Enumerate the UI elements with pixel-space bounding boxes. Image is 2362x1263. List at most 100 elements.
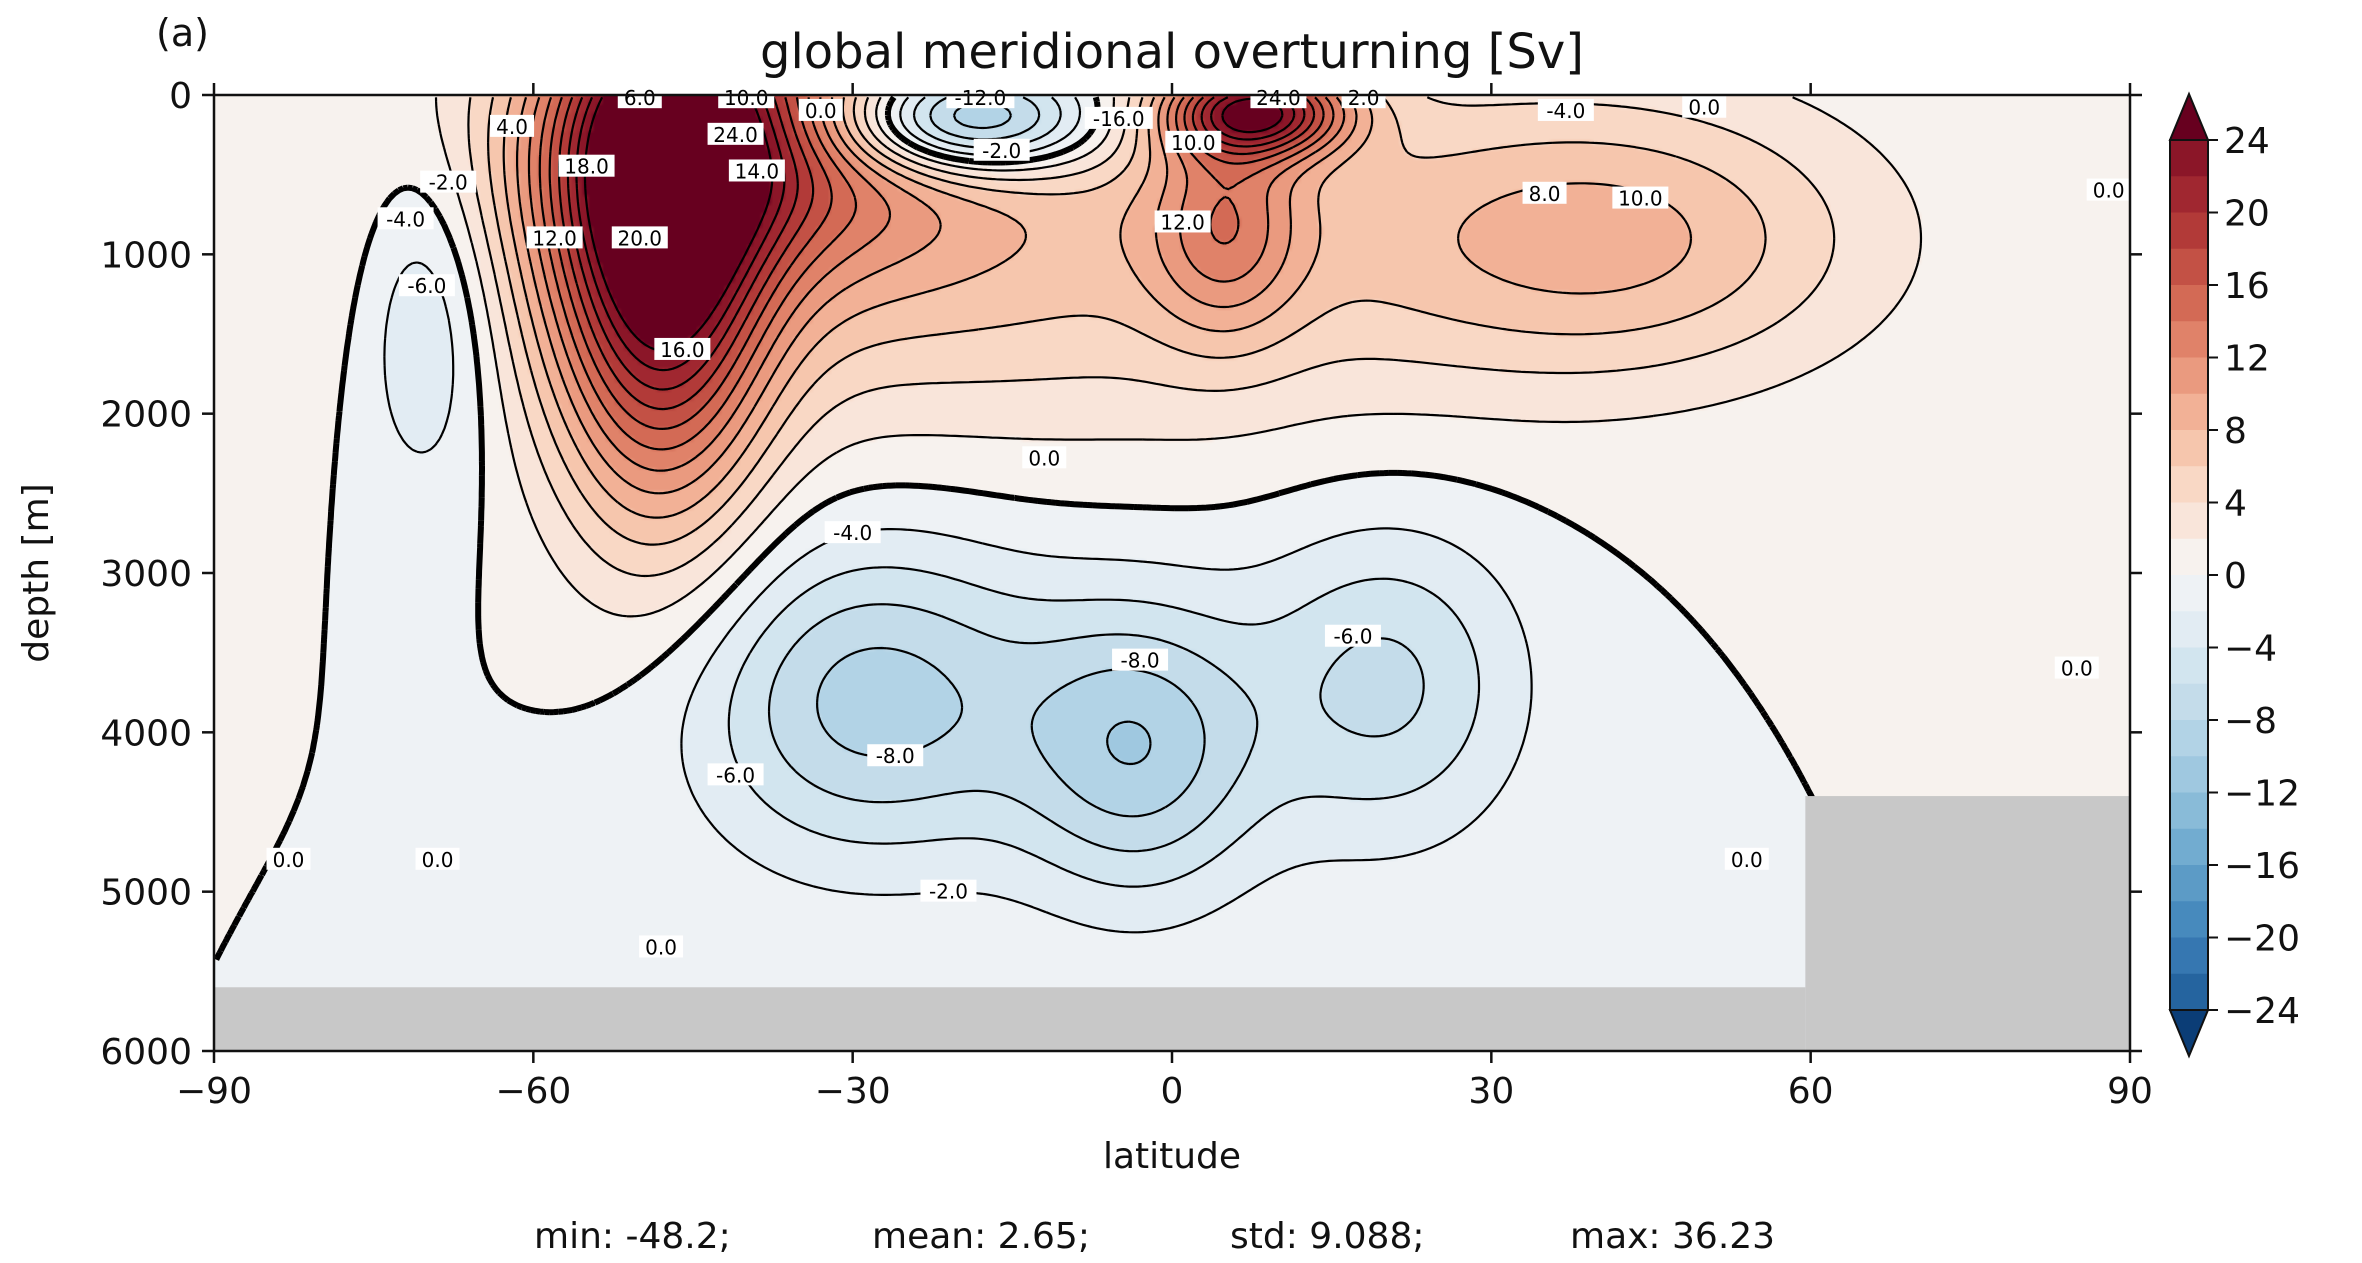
contour-label-text: -16.0 (1093, 107, 1145, 131)
contour-label: -2.0 (920, 879, 977, 904)
colorbar-tick-label: 0 (2224, 556, 2247, 597)
contour-level-neg4 (727, 96, 1481, 888)
contour-label-text: 14.0 (735, 159, 780, 183)
contour-label: 4.0 (490, 114, 535, 139)
colorbar-bin (2170, 321, 2208, 358)
contour-label-text: -8.0 (876, 744, 915, 768)
contour-label-text: 10.0 (1618, 187, 1663, 211)
contour-label-bg (617, 86, 662, 109)
chart-title: global meridional overturning [Sv] (760, 24, 1584, 80)
contour-label-bg (798, 98, 843, 121)
x-tick-label: −60 (495, 1071, 571, 1112)
contour-label-bg (1165, 130, 1222, 153)
contour-label-bg (558, 154, 615, 177)
contour-level-18 (558, 96, 1316, 411)
x-axis: −90 −60 −30 0 30 60 90 (176, 83, 2153, 1112)
contour-label: -4.0 (824, 521, 881, 545)
colorbar-tick-label: −20 (2224, 919, 2300, 960)
contour-label-bg (266, 847, 311, 870)
colorbar-bin (2170, 683, 2208, 721)
contour-label-text: 0.0 (645, 935, 677, 959)
contour-label-text: 6.0 (624, 86, 656, 110)
contour-label-text: 0.0 (1028, 446, 1060, 470)
contour-label-text: -6.0 (407, 274, 446, 298)
contour-label-bg (377, 207, 434, 230)
contour-label-bg (611, 226, 668, 249)
contour-label-bg (973, 138, 1030, 161)
contour-level-8 (502, 96, 1693, 519)
contour-label: 18.0 (558, 154, 615, 179)
contour-label-bg (946, 86, 1015, 109)
x-tick-label: −30 (815, 1071, 891, 1112)
contour-label: 10.0 (1165, 130, 1222, 155)
contour-label-text: -12.0 (955, 86, 1007, 110)
colorbar-bin (2170, 792, 2208, 830)
stats-line: min: -48.2; mean: 2.65; std: 9.088; max:… (534, 1216, 1775, 1257)
colorbar-bin (2170, 828, 2208, 866)
contour-label-text: 24.0 (1256, 86, 1301, 110)
colorbar-bin (2170, 502, 2208, 540)
contour-label: 0.0 (1724, 847, 1769, 872)
contour-label-bg (398, 274, 455, 297)
contour-label-text: -6.0 (1333, 625, 1372, 649)
contour-label: -4.0 (1537, 98, 1594, 123)
contour-label-bg (639, 935, 684, 958)
contour-label-text: -4.0 (1546, 99, 1585, 123)
y-tick-label: 0 (169, 76, 192, 117)
colorbar-bin (2170, 901, 2208, 938)
contour-level-neg6 (767, 96, 1425, 853)
colorbar-bin (2170, 430, 2208, 467)
colorbar-bin (2170, 393, 2208, 431)
colorbar-tick-label: 16 (2224, 266, 2270, 307)
colorbar-bin (2170, 973, 2208, 1011)
contour-label: -8.0 (867, 744, 924, 768)
contour-label-bg (1112, 648, 1169, 671)
contour-label-text: 24.0 (713, 123, 758, 147)
colorbar-bin (2170, 538, 2208, 576)
contour-label: -2.0 (973, 138, 1030, 163)
contour-label-text: 12.0 (1160, 210, 1205, 234)
contour-label: 14.0 (728, 159, 785, 183)
contour-label: 6.0 (617, 86, 662, 110)
contour-label-bg (1154, 210, 1211, 233)
contour-label-bg (490, 114, 535, 137)
y-tick-label: 2000 (100, 395, 192, 436)
x-tick-label: −90 (176, 1071, 252, 1112)
contour-level-16 (548, 96, 1325, 430)
panel-label: (a) (156, 11, 209, 55)
colorbar-bin (2170, 611, 2208, 648)
stat-mean: mean: 2.65; (872, 1216, 1090, 1257)
contour-level-22 (575, 96, 1296, 372)
contour-label-text: 12.0 (532, 226, 577, 250)
contour-label: -6.0 (707, 763, 764, 787)
stat-min: min: -48.2; (534, 1216, 731, 1257)
colorbar-tick-label: 20 (2224, 194, 2270, 235)
contour-level-neg10 (1106, 720, 1152, 766)
y-axis-label: depth [m] (16, 483, 57, 662)
contour-label: 0.0 (1022, 446, 1067, 470)
colorbar-bin (2170, 865, 2208, 902)
contour-label: -6.0 (1324, 624, 1381, 649)
contour-label-bg (420, 170, 477, 193)
colorbar-bin (2170, 720, 2208, 757)
contour-label-text: -2.0 (929, 880, 968, 904)
contour-label-bg (707, 122, 764, 145)
contour-label-bg (654, 337, 711, 360)
colorbar-bin (2170, 756, 2208, 793)
contour-level-0 (214, 95, 1913, 1050)
colorbar-bin (2170, 647, 2208, 685)
contour-label-text: -4.0 (833, 521, 872, 545)
colorbar: 24 20 16 12 8 4 0 −4 −8 −12 −16 −20 −24 (2168, 91, 2300, 1059)
contour-label: -12.0 (946, 86, 1015, 110)
contour-level-4 (467, 96, 1836, 578)
contour-label-bg (1250, 86, 1307, 109)
y-tick-label: 3000 (100, 554, 192, 595)
colorbar-bin (2170, 248, 2208, 286)
contour-label-text: -6.0 (716, 763, 755, 787)
contour-label-text: 0.0 (273, 848, 305, 872)
contour-label-bg (526, 226, 583, 249)
contour-level-6 (487, 96, 1767, 546)
colorbar-extend-min (2168, 1009, 2210, 1059)
contour-label: 0.0 (639, 935, 684, 959)
contour-label-bg (1341, 86, 1386, 109)
